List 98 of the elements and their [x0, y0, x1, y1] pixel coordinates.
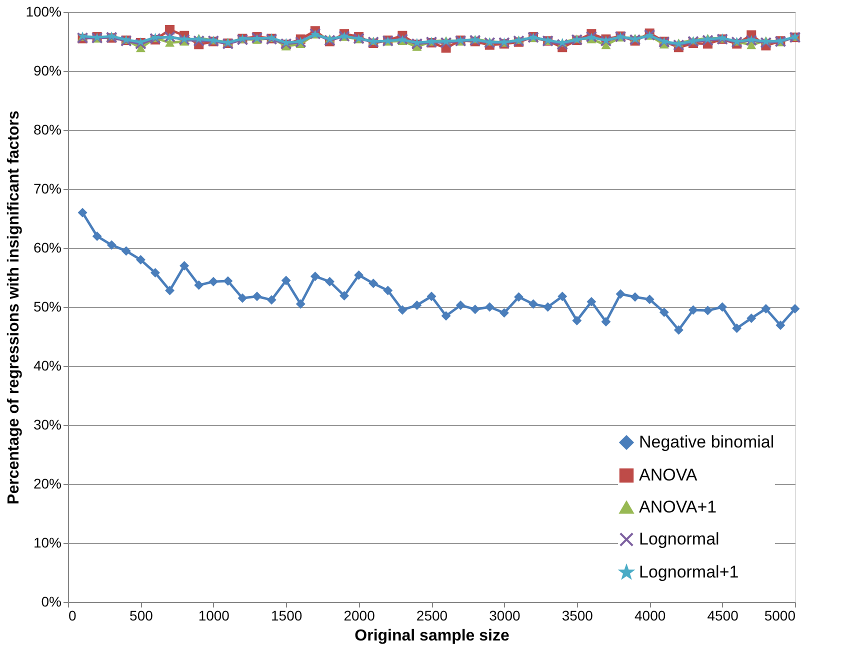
x-tick-label: 4500	[707, 608, 739, 624]
point	[136, 44, 146, 52]
y-tick-label: 70%	[33, 180, 62, 196]
x-axis-title: Original sample size	[354, 628, 510, 644]
point	[310, 272, 320, 282]
x-tick-label: 5000	[764, 608, 796, 624]
point	[659, 308, 669, 318]
y-tick-label: 30%	[33, 416, 62, 432]
point	[180, 260, 190, 270]
point	[528, 299, 538, 309]
x-tick-label: 2000	[344, 608, 376, 624]
point	[78, 208, 88, 218]
point	[558, 292, 568, 302]
legend-label: Lognormal	[639, 530, 720, 548]
point	[688, 305, 698, 315]
point	[134, 38, 146, 50]
legend-label: ANOVA	[639, 466, 698, 484]
point	[194, 280, 204, 290]
point	[499, 308, 509, 318]
point	[281, 276, 291, 286]
point	[776, 320, 786, 330]
point	[746, 40, 756, 50]
y-tick-label: 0%	[41, 594, 62, 610]
point	[702, 34, 714, 46]
point	[484, 36, 496, 48]
point	[470, 304, 480, 314]
point	[165, 38, 175, 47]
point	[136, 255, 146, 265]
point	[543, 302, 553, 312]
point	[440, 36, 452, 48]
y-tick-label: 20%	[33, 476, 62, 492]
y-tick-label: 60%	[33, 240, 62, 256]
x-tick-label: 1500	[271, 608, 302, 624]
point	[746, 34, 756, 44]
point	[426, 292, 436, 302]
point	[92, 231, 102, 241]
point	[484, 302, 494, 312]
x-tick-label: 3500	[562, 608, 594, 624]
point	[761, 304, 771, 314]
point	[703, 306, 713, 316]
legend-label: ANOVA+1	[639, 498, 717, 516]
point	[294, 36, 306, 48]
point	[687, 36, 699, 48]
point	[630, 292, 640, 302]
x-tick-label: 2500	[416, 608, 448, 624]
point	[644, 294, 654, 304]
point	[252, 292, 262, 302]
point	[354, 270, 364, 280]
point	[412, 300, 422, 310]
point	[674, 325, 684, 335]
point	[208, 276, 218, 286]
point	[572, 316, 582, 326]
point	[383, 286, 393, 296]
point	[178, 34, 190, 46]
x-tick-label: 0	[68, 608, 76, 624]
point	[556, 38, 568, 50]
legend-label: Negative binomial	[639, 432, 774, 452]
point	[601, 317, 611, 326]
point	[514, 292, 524, 302]
x-tick-label: 3000	[489, 608, 520, 624]
point	[106, 240, 116, 250]
point	[340, 291, 350, 301]
point	[746, 34, 758, 46]
point	[398, 305, 408, 315]
y-tick-label: 100%	[26, 4, 62, 20]
x-tick-label: 500	[130, 608, 154, 624]
point	[238, 293, 248, 303]
point	[746, 313, 756, 323]
point	[223, 276, 233, 286]
x-tick-label: 4000	[634, 608, 666, 624]
y-tick-label: 40%	[33, 358, 62, 374]
point	[121, 246, 131, 256]
point	[760, 36, 772, 48]
point	[368, 36, 380, 48]
point	[718, 302, 728, 312]
point	[165, 286, 175, 296]
point	[368, 278, 378, 288]
point	[600, 35, 612, 47]
y-tick-label: 50%	[33, 298, 62, 314]
y-tick-label: 10%	[33, 534, 62, 550]
y-tick-label: 90%	[33, 62, 62, 78]
point	[586, 296, 596, 306]
x-tick-label: 1000	[198, 608, 230, 624]
point	[441, 311, 451, 321]
point	[672, 39, 684, 51]
y-tick-label: 80%	[33, 122, 62, 138]
point	[193, 35, 205, 47]
y-axis-title: Percentage of regressions with insignificant factors	[6, 110, 23, 504]
point	[150, 268, 160, 278]
point	[616, 289, 626, 299]
point	[456, 300, 466, 310]
point	[266, 295, 276, 305]
point	[324, 276, 334, 286]
point	[296, 299, 306, 309]
point	[790, 304, 800, 314]
legend-label: Lognormal+1	[639, 562, 739, 582]
point	[629, 34, 641, 46]
point	[732, 323, 742, 333]
